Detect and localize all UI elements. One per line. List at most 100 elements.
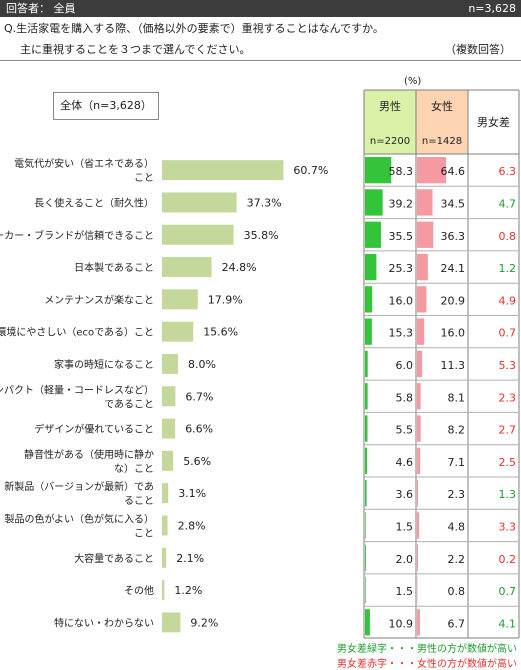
male-bar: [365, 222, 381, 248]
female-value: 36.3: [441, 230, 466, 243]
category-label: 静音性がある（使用時に静か: [24, 448, 154, 461]
total-bar: [162, 354, 178, 374]
female-bar: [417, 609, 420, 635]
diff-value: 1.3: [499, 488, 517, 501]
diff-value: 0.2: [499, 553, 517, 566]
male-value: 1.5: [396, 585, 414, 598]
female-bar: [417, 545, 418, 571]
male-value: 6.0: [396, 359, 414, 372]
female-bar: [417, 286, 426, 312]
female-value: 4.8: [448, 520, 466, 533]
total-bar: [162, 257, 212, 277]
total-value-label: 5.6%: [183, 455, 211, 468]
diff-value: 4.1: [499, 617, 517, 630]
female-value: 6.7: [448, 617, 466, 630]
category-label-line2: ること: [124, 495, 154, 507]
total-value-label: 6.7%: [185, 390, 213, 403]
male-bar: [365, 480, 367, 506]
female-bar: [417, 480, 418, 506]
male-bar: [365, 415, 367, 441]
total-bar: [162, 225, 234, 245]
category-label: 環境にやさしい（ecoである）こと: [0, 326, 154, 339]
diff-value: 4.7: [499, 197, 517, 210]
total-bar: [162, 515, 168, 535]
male-value: 15.3: [389, 327, 414, 340]
category-label: 家事の時短になること: [54, 358, 154, 371]
male-value: 58.3: [389, 165, 414, 178]
legend-red: 男女差赤字・・・女性の方が数値が高い: [337, 655, 517, 670]
category-label: 製品の色がよい（色が気に入る）: [5, 512, 155, 525]
male-value: 5.8: [396, 391, 414, 404]
category-label-line2: こと: [134, 172, 154, 184]
total-value-label: 2.1%: [176, 552, 204, 565]
diff-value: 0.7: [499, 585, 517, 598]
total-bar: [162, 483, 168, 503]
category-label: メーカー・ブランドが信頼できること: [0, 229, 154, 242]
male-bar: [365, 545, 366, 571]
category-label: 日本製であること: [74, 261, 154, 274]
total-bar: [162, 289, 198, 309]
legend-green: 男女差緑字・・・男性の方が数値が高い: [337, 640, 517, 655]
total-value-label: 35.8%: [244, 229, 279, 242]
total-value-label: 17.9%: [208, 293, 243, 306]
male-bar: [365, 609, 370, 635]
category-label-line2: であること: [104, 398, 154, 410]
total-bar: [162, 322, 193, 342]
total-value-label: 8.0%: [188, 358, 216, 371]
diff-value: 4.9: [499, 294, 517, 307]
female-bar: [417, 351, 422, 377]
diff-value: 2.3: [499, 391, 517, 404]
category-label: 特にない・わからない: [54, 617, 154, 629]
category-label: メンテナンスが楽なこと: [44, 293, 154, 306]
category-label: 大容量であること: [74, 552, 154, 565]
male-bar: [365, 286, 372, 312]
male-value: 35.5: [389, 230, 414, 243]
diff-value: 5.3: [499, 359, 517, 372]
category-label: その他: [124, 584, 154, 597]
female-value: 8.2: [448, 424, 466, 437]
female-value: 64.6: [441, 165, 466, 178]
female-bar: [417, 319, 424, 345]
female-value: 2.2: [448, 553, 466, 566]
female-n: n=1428: [422, 136, 462, 147]
male-value: 5.5: [396, 424, 414, 437]
female-value: 0.8: [448, 585, 466, 598]
total-bar: [162, 192, 237, 212]
total-bar: [162, 612, 180, 632]
female-bar: [417, 189, 433, 215]
total-value-label: 3.1%: [178, 487, 206, 500]
female-value: 34.5: [441, 197, 466, 210]
female-value: 8.1: [448, 391, 466, 404]
male-bar: [365, 319, 372, 345]
total-bar: [162, 160, 283, 180]
male-value: 3.6: [396, 488, 414, 501]
male-bar: [365, 383, 368, 409]
male-value: 10.9: [389, 617, 414, 630]
category-label-line2: こと: [134, 527, 154, 539]
total-bar: [162, 451, 173, 471]
male-value: 1.5: [396, 520, 414, 533]
category-label: デザインが優れていること: [34, 423, 154, 436]
female-bar: [417, 254, 428, 280]
female-bar: [417, 383, 421, 409]
category-label: コンパクト（軽量・コードレスなど）: [0, 384, 154, 396]
male-bar: [365, 189, 383, 215]
male-bar: [365, 157, 391, 183]
male-bar: [365, 512, 366, 538]
total-bar: [162, 419, 175, 439]
female-value: 11.3: [441, 359, 466, 372]
female-header: 女性: [431, 99, 453, 113]
male-bar: [365, 577, 366, 603]
diff-value: 2.5: [499, 456, 517, 469]
diff-value: 0.8: [499, 230, 517, 243]
male-bar: [365, 351, 368, 377]
female-value: 16.0: [441, 327, 466, 340]
diff-value: 0.7: [499, 327, 517, 340]
male-value: 2.0: [396, 553, 414, 566]
category-label: 長く使えること（耐久性）: [34, 196, 154, 209]
male-value: 16.0: [389, 294, 414, 307]
total-value-label: 60.7%: [293, 164, 328, 177]
total-value-label: 24.8%: [222, 261, 257, 274]
total-value-label: 9.2%: [190, 616, 218, 629]
